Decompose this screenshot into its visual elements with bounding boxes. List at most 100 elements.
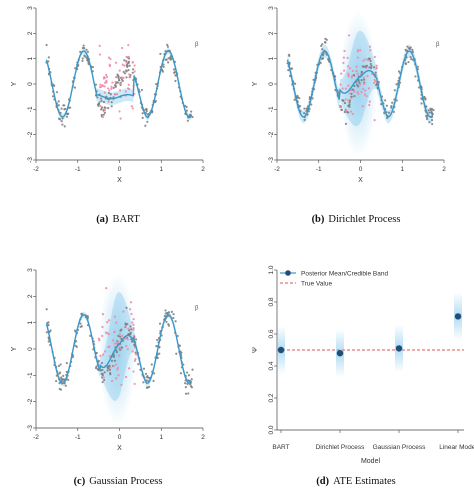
treated-point	[118, 89, 122, 92]
control-point	[320, 44, 323, 47]
control-point	[183, 382, 187, 385]
control-point	[57, 117, 61, 120]
treated-point	[107, 345, 110, 349]
x-tick-label: Linear Model	[439, 444, 474, 451]
control-point	[170, 58, 173, 61]
control-point	[167, 311, 171, 314]
control-point	[100, 361, 104, 365]
control-point	[83, 54, 86, 57]
control-point	[370, 64, 373, 68]
treated-point	[127, 55, 130, 58]
control-point	[103, 378, 106, 382]
treated-point	[133, 382, 136, 386]
control-point	[395, 99, 398, 102]
treated-point	[128, 367, 131, 370]
control-point	[170, 310, 173, 313]
control-point	[108, 368, 111, 371]
treated-point	[122, 76, 125, 79]
control-point	[96, 103, 100, 106]
control-point	[65, 361, 68, 365]
y-tick-label: -1	[27, 372, 34, 378]
treated-point	[107, 332, 111, 336]
control-point	[410, 58, 413, 61]
treated-point	[108, 319, 111, 322]
control-point	[63, 108, 66, 111]
control-point	[86, 50, 89, 53]
treated-point	[358, 83, 362, 86]
treated-point	[102, 376, 105, 379]
control-point	[184, 386, 188, 389]
treated-point	[131, 61, 134, 64]
treated-point	[356, 72, 359, 75]
control-point	[131, 71, 134, 74]
treated-point	[125, 345, 128, 348]
control-point	[113, 359, 116, 362]
y-axis-title: Ψ	[252, 347, 259, 353]
control-point	[321, 43, 324, 46]
control-point	[55, 379, 58, 383]
control-point	[73, 86, 77, 89]
control-point	[103, 371, 106, 374]
control-point	[162, 63, 165, 66]
treated-point	[114, 93, 117, 96]
control-point	[393, 89, 396, 92]
y-tick-label: 2	[27, 294, 34, 298]
x-tick-label: -1	[316, 166, 322, 173]
treated-point	[127, 83, 130, 86]
control-point	[431, 122, 434, 126]
control-point	[163, 314, 166, 318]
control-point	[431, 112, 434, 116]
control-point	[361, 65, 364, 68]
control-point	[51, 95, 55, 98]
control-point	[118, 335, 122, 338]
control-point	[380, 103, 383, 106]
treated-point	[118, 354, 121, 357]
treated-point	[342, 61, 345, 65]
treated-point	[117, 340, 120, 343]
treated-point	[369, 49, 372, 52]
treated-point	[363, 93, 367, 96]
treated-point	[347, 75, 350, 78]
control-point	[298, 97, 301, 100]
control-point	[125, 306, 128, 309]
treated-point	[356, 56, 360, 59]
treated-point	[344, 87, 347, 90]
control-point	[390, 104, 393, 108]
y-tick-label: -2	[27, 131, 34, 137]
treated-point	[103, 91, 106, 94]
treated-point	[373, 78, 376, 81]
treated-point	[105, 287, 108, 290]
control-point	[125, 76, 128, 79]
uncertainty-glow	[98, 273, 137, 425]
control-point	[409, 56, 412, 59]
control-point	[100, 97, 103, 100]
control-point	[404, 62, 408, 66]
control-point	[122, 70, 125, 73]
treated-point	[115, 321, 118, 324]
control-point	[141, 116, 144, 119]
control-point	[187, 392, 190, 395]
treated-point	[355, 70, 358, 73]
treated-point	[111, 339, 115, 342]
control-point	[322, 54, 325, 57]
treated-point	[133, 359, 137, 362]
control-point	[123, 59, 126, 62]
legend: Posterior Mean/Credible Band True Value	[280, 270, 388, 288]
treated-point	[102, 77, 106, 80]
control-point	[79, 322, 82, 325]
treated-point	[357, 48, 360, 52]
control-point	[65, 115, 69, 118]
y-tick-label: 1.0	[268, 265, 275, 274]
control-point	[390, 106, 393, 109]
control-point	[125, 70, 128, 73]
control-point	[82, 44, 85, 47]
x-tick-label: -2	[33, 166, 39, 173]
control-point	[406, 45, 409, 48]
control-point	[348, 103, 351, 106]
control-point	[352, 74, 356, 77]
treated-point	[361, 87, 365, 91]
control-point	[346, 111, 350, 114]
treated-point	[368, 45, 372, 48]
treated-point	[98, 44, 101, 47]
treated-point	[352, 89, 356, 92]
